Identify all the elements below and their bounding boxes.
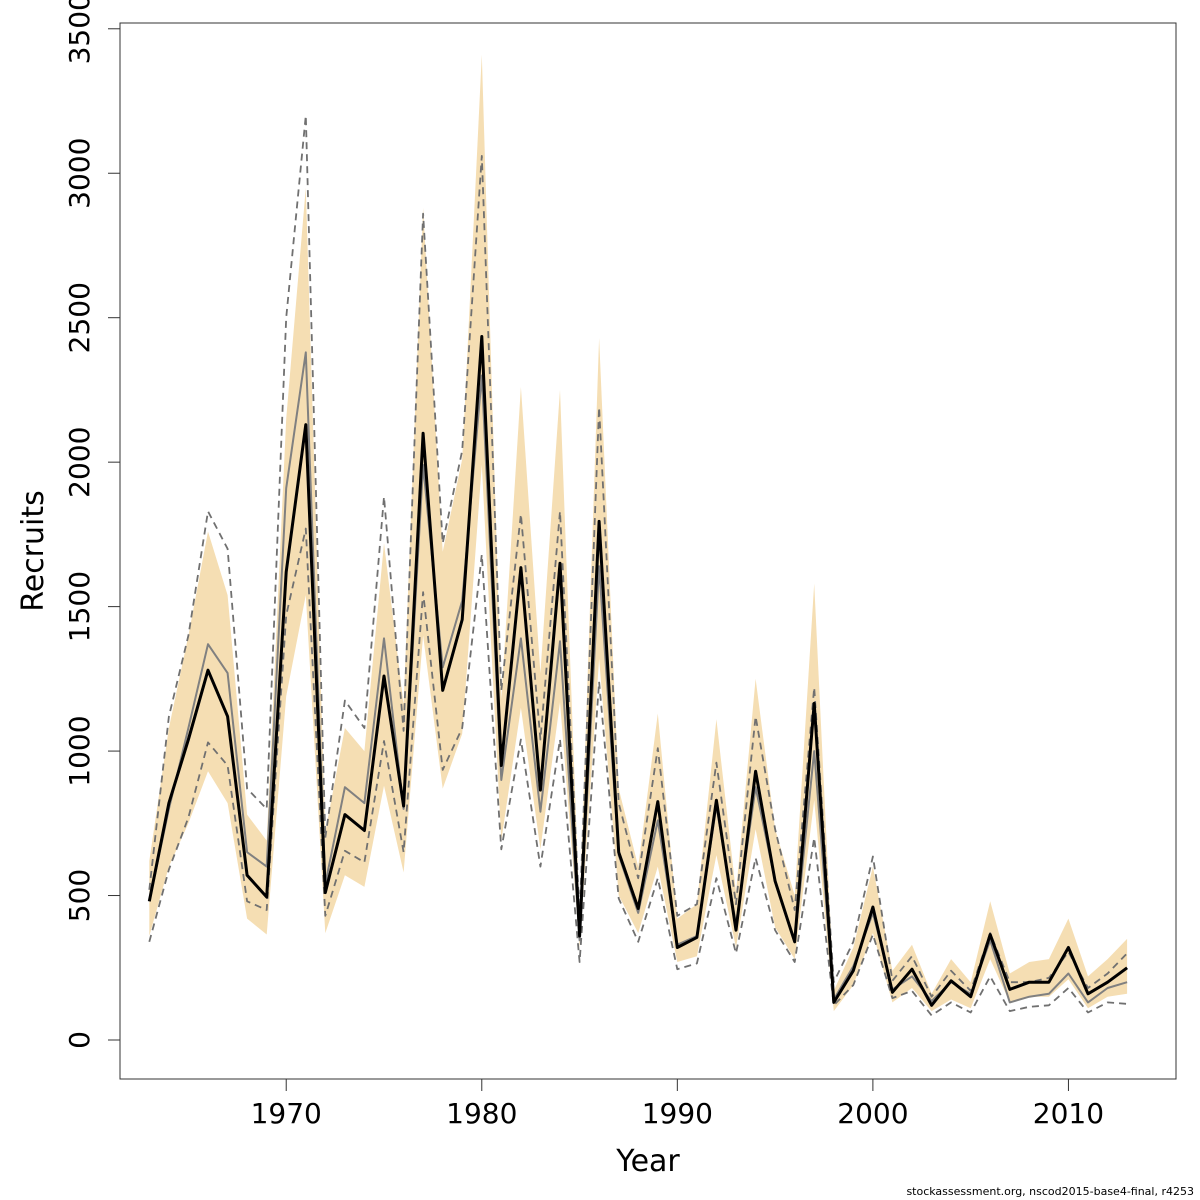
alt-ci-upper-line: [148, 114, 1128, 998]
y-tick-label: 2500: [63, 282, 96, 353]
y-tick-label: 1000: [63, 715, 96, 786]
y-tick-label: 500: [63, 869, 96, 922]
y-axis-title: Recruits: [16, 490, 51, 612]
confidence-band: [149, 54, 1128, 1012]
estimate-line: [147, 335, 1128, 1007]
x-tick-label: 1970: [251, 1097, 322, 1130]
y-tick-label: 0: [63, 1031, 96, 1049]
x-tick-label: 1990: [642, 1097, 713, 1130]
y-tick-label: 2000: [63, 427, 96, 498]
x-axis: 1970 1980 1990 2000 2010: [251, 1078, 1104, 1130]
plot-area: [147, 54, 1128, 1017]
y-axis: 0 500 1000 1500 2000 2500 3000 3500: [63, 0, 121, 1049]
x-axis-title: Year: [615, 1144, 680, 1179]
footer-credit: stockassessment.org, nscod2015-base4-fin…: [906, 1185, 1194, 1198]
x-tick-label: 1980: [446, 1097, 517, 1130]
x-tick-label: 2010: [1033, 1097, 1104, 1130]
y-tick-label: 3500: [63, 0, 96, 64]
alt-ci-lower-line: [148, 527, 1128, 1017]
y-tick-label: 3000: [63, 138, 96, 209]
x-tick-label: 2000: [837, 1097, 908, 1130]
y-tick-label: 1500: [63, 571, 96, 642]
